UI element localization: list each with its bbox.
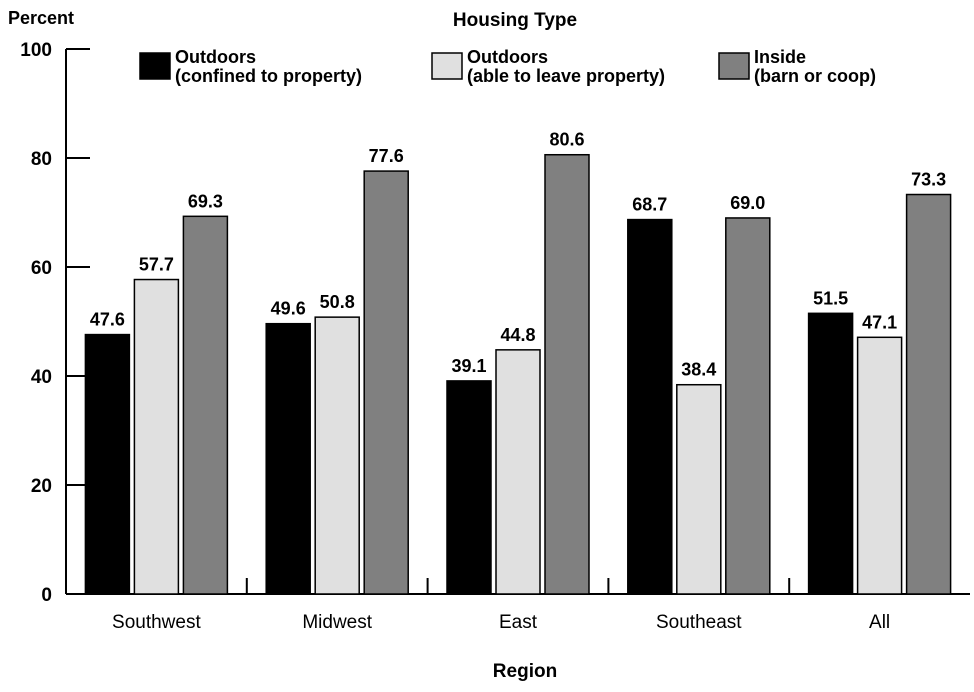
y-tick-label: 0 [41, 585, 52, 606]
x-tick-label: Southwest [112, 612, 201, 633]
y-tick-label: 40 [31, 367, 52, 388]
data-label: 57.7 [139, 255, 174, 275]
data-label: 44.8 [500, 325, 535, 345]
legend-label: Inside [754, 47, 806, 67]
data-label: 77.6 [369, 146, 404, 166]
x-tick-label: All [869, 612, 890, 633]
bar [905, 193, 952, 595]
data-label: 47.1 [862, 312, 897, 332]
chart-title: Housing Type [453, 10, 577, 31]
legend-swatch [718, 52, 750, 80]
legend-label: (confined to property) [175, 66, 362, 86]
bar [544, 153, 590, 595]
data-label: 69.0 [730, 193, 765, 213]
x-tick-label: Midwest [302, 612, 372, 633]
legend-label: Outdoors [467, 47, 548, 67]
data-label: 38.4 [681, 360, 716, 380]
data-label: 47.6 [90, 310, 125, 330]
data-label: 80.6 [549, 130, 584, 150]
data-label: 49.6 [271, 299, 306, 319]
bars: 47.6 57.7 69.3 49.6 50.8 77.6 39.1 44.8 80.6 68.7… [84, 130, 952, 595]
bar [725, 217, 771, 595]
data-label: 69.3 [188, 191, 223, 211]
bar [495, 349, 541, 595]
x-axis-title: Region [493, 661, 557, 682]
legend-swatch [431, 52, 463, 80]
bar [856, 336, 903, 595]
legend-swatch [139, 52, 171, 80]
bar [363, 170, 409, 595]
axes: 0 20 40 60 80 100 Southwest Midwest East Southeas… [20, 40, 970, 633]
y-tick-label: 100 [20, 40, 52, 61]
bar [265, 322, 311, 595]
data-label: 50.8 [320, 292, 355, 312]
x-tick-label: Southeast [656, 612, 742, 633]
bar [133, 278, 180, 595]
data-label: 68.7 [632, 195, 667, 215]
y-tick-label: 60 [31, 258, 52, 279]
y-tick-label: 80 [31, 149, 52, 170]
legend-label: (barn or coop) [754, 66, 876, 86]
bar [314, 316, 360, 595]
data-label: 73.3 [911, 170, 946, 190]
legend: Outdoors(confined to property)Outdoors(a… [139, 47, 876, 86]
bar [807, 312, 854, 595]
legend-label: Outdoors [175, 47, 256, 67]
bar [446, 380, 492, 595]
y-axis-title: Percent [8, 8, 74, 28]
bar [84, 333, 131, 595]
legend-label: (able to leave property) [467, 66, 665, 86]
bar [627, 218, 673, 595]
bar [676, 383, 722, 595]
bar [182, 215, 229, 595]
y-tick-label: 20 [31, 476, 52, 497]
data-label: 39.1 [451, 356, 486, 376]
x-tick-label: East [499, 612, 538, 633]
data-label: 51.5 [813, 288, 848, 308]
